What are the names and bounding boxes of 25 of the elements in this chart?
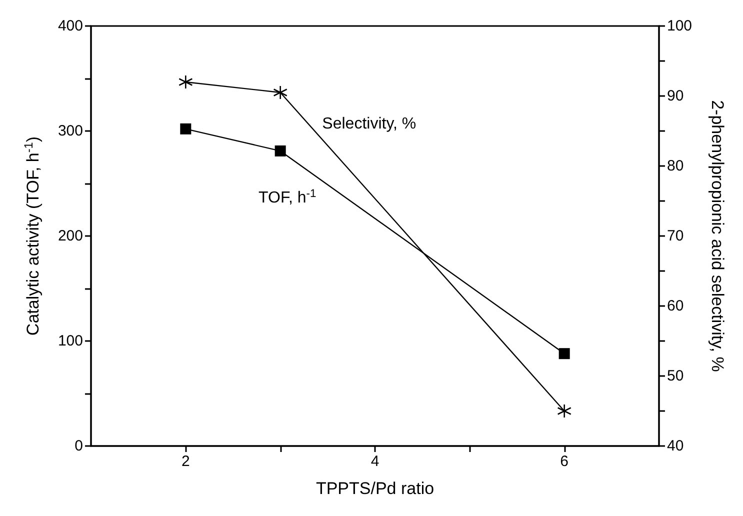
annotation: Selectivity, % — [322, 115, 416, 132]
y-tick-label: 100 — [58, 332, 83, 350]
y2-tick-label: 60 — [667, 298, 684, 314]
x-tick-label: 6 — [560, 453, 569, 470]
y-tick-label: 400 — [58, 18, 83, 34]
point — [558, 348, 570, 360]
point — [180, 123, 192, 134]
y-axis-title: Catalytic activity (TOF, h-1) — [22, 136, 42, 336]
y2-tick-label: 80 — [667, 158, 684, 174]
point — [178, 74, 193, 90]
y2-axis-title: 2-phenylpropionic acid selectivity, % — [708, 100, 727, 372]
point — [273, 85, 288, 100]
y2-tick-label: 40 — [667, 438, 684, 454]
y2-tick-label: 90 — [667, 88, 684, 104]
point — [557, 404, 572, 418]
y-tick-label: 300 — [58, 122, 83, 140]
x-axis-title: TPPTS/Pd ratio — [316, 479, 434, 498]
point — [274, 145, 286, 156]
x-tick-label: 2 — [181, 453, 190, 470]
y-tick-label: 200 — [58, 228, 83, 244]
x-tick-label: 4 — [370, 453, 380, 470]
y2-tick-label: 70 — [667, 228, 684, 244]
y2-tick-label: 100 — [667, 18, 692, 34]
y-tick-label: 0 — [74, 438, 83, 454]
y2-tick-label: 50 — [667, 368, 684, 384]
